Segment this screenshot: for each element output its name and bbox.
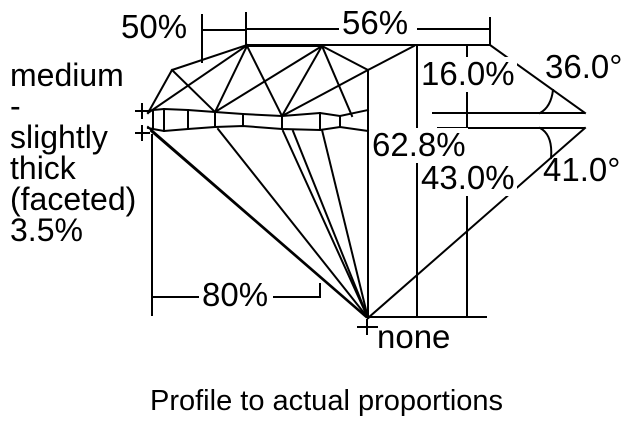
culet-label: none (377, 318, 451, 355)
total-depth-label: 62.8% (370, 126, 468, 163)
lower-half-length-label: 80% (200, 276, 271, 313)
pavilion-depth-label: 43.0% (419, 159, 517, 196)
girdle-line: medium (10, 57, 124, 93)
girdle-line: slightly (10, 119, 108, 155)
table-size-label: 56% (340, 4, 411, 41)
crown-height-label: 16.0% (419, 55, 517, 92)
star-length-label: 50% (121, 8, 188, 45)
girdle-line: thick (10, 150, 76, 186)
crosshair-marks (135, 103, 378, 335)
girdle-line: - (10, 88, 21, 124)
angle-arcs (538, 88, 555, 160)
crown-angle-label: 36.0° (545, 48, 623, 85)
girdle-line: 3.5% (10, 212, 83, 248)
girdle-line: (faceted) (10, 181, 137, 217)
girdle-band (146, 107, 370, 133)
diagram-caption: Profile to actual proportions (150, 385, 504, 417)
pavilion-angle-label: 41.0° (543, 151, 621, 188)
girdle-description: medium - slightly thick (faceted) 3.5% (10, 57, 137, 248)
pavilion-wireframe (146, 125, 587, 320)
crown-wireframe (146, 43, 587, 118)
measurement-lines (151, 12, 585, 319)
